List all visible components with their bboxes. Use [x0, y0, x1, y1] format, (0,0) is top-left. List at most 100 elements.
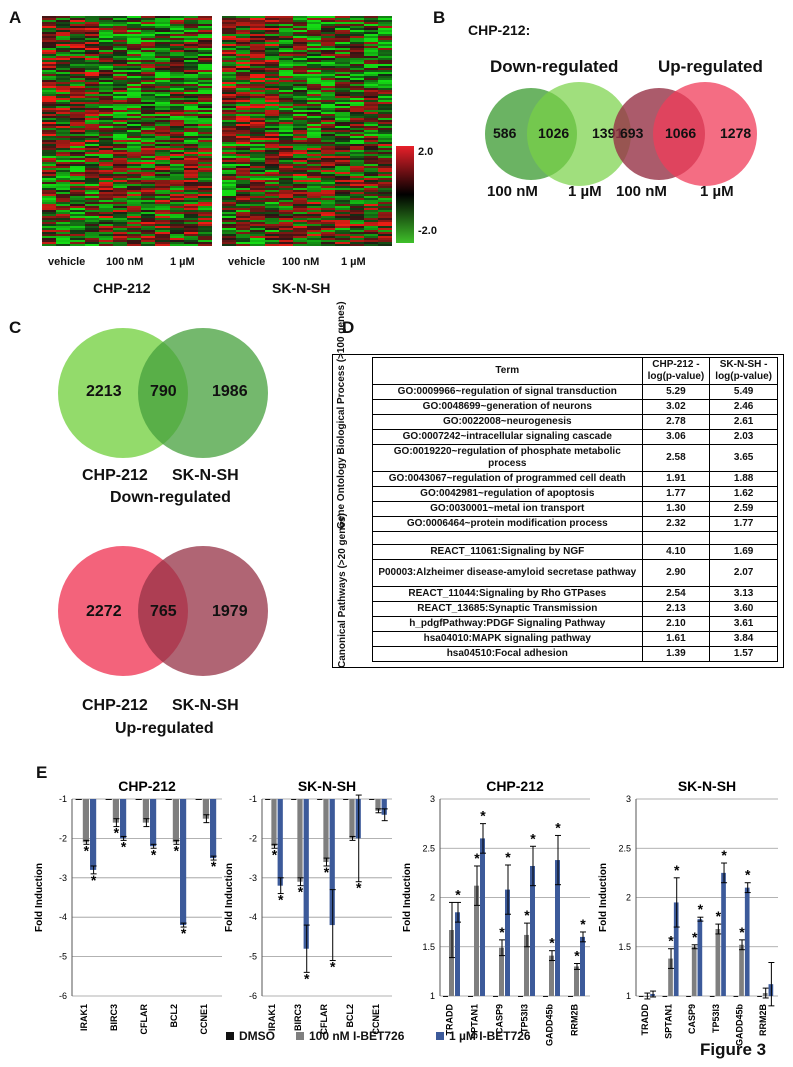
heatmap-cell	[197, 68, 212, 70]
heatmap-cell	[169, 64, 184, 66]
heatmap-cell	[377, 176, 392, 178]
heatmap-cell	[321, 220, 336, 222]
heatmap-cell	[84, 92, 99, 94]
heatmap-cell	[349, 190, 364, 192]
heatmap-cell	[183, 160, 198, 162]
heatmap-cell	[278, 34, 293, 36]
heatmap-row	[42, 110, 212, 112]
heatmap-cell	[250, 24, 265, 26]
heatmap-cell	[292, 102, 308, 104]
heatmap-cell	[84, 140, 99, 142]
heatmap-cell	[98, 152, 113, 154]
heatmap-cell	[349, 150, 364, 152]
heatmap-cell	[84, 90, 99, 92]
heatmap-cell	[349, 140, 364, 142]
heatmap-row	[222, 36, 392, 38]
heatmap-cell	[363, 218, 378, 220]
heatmap-cell	[112, 134, 128, 136]
heatmap-cell	[363, 74, 378, 76]
heatmap-cell	[335, 132, 350, 134]
heatmap-cell	[278, 242, 293, 244]
heatmap-cell	[222, 40, 237, 42]
heatmap-row	[222, 80, 392, 82]
bar	[697, 919, 703, 996]
heatmap-cell	[197, 78, 212, 80]
heatmap-cell	[127, 22, 142, 24]
heatmap-cell	[183, 106, 198, 108]
heatmap-cell	[236, 228, 251, 230]
heatmap-cell	[363, 192, 378, 194]
heatmap-cell	[349, 64, 364, 66]
heatmap-cell	[127, 178, 142, 180]
colorbar-max: 2.0	[418, 146, 434, 158]
heatmap-cell	[307, 26, 322, 28]
heatmap-cell	[155, 116, 170, 118]
x-tick-label: BCL2	[169, 1004, 179, 1028]
x-tick-label: CCNE1	[199, 1004, 209, 1035]
heatmap-cell	[307, 80, 322, 82]
heatmap-cell	[236, 132, 251, 134]
heatmap-cell	[84, 176, 99, 178]
heatmap-cell	[278, 214, 293, 216]
table-row: GO:0043067~regulation of programmed cell…	[372, 471, 778, 487]
heatmap-cell	[292, 92, 308, 94]
heatmap-cell	[335, 120, 350, 122]
heatmap-cell	[349, 192, 364, 194]
heatmap-cell	[84, 28, 99, 30]
heatmap-chp212	[42, 16, 212, 247]
heatmap-cell	[42, 188, 57, 190]
heatmap-cell	[292, 94, 308, 96]
heatmap-cell	[349, 82, 364, 84]
heatmap-cell	[56, 182, 71, 184]
heatmap-cell	[236, 50, 251, 52]
heatmap-cell	[155, 60, 170, 62]
heatmap-cell	[264, 30, 279, 32]
significance-star: *	[356, 880, 362, 896]
heatmap-cell	[349, 30, 364, 32]
heatmap-cell	[155, 20, 170, 22]
y-tick-label: -5	[249, 952, 257, 962]
heatmap-cell	[377, 200, 392, 202]
heatmap-cell	[42, 184, 57, 186]
heatmap-row	[222, 200, 392, 202]
heatmap-cell	[141, 16, 156, 18]
heatmap-cell	[321, 204, 336, 206]
heatmap-cell	[141, 136, 156, 138]
heatmap-cell	[292, 228, 308, 230]
heatmap-cell	[56, 114, 71, 116]
heatmap-cell	[307, 50, 322, 52]
heatmap-cell	[84, 170, 99, 172]
heatmap-cell	[349, 200, 364, 202]
heatmap-cell	[112, 16, 128, 18]
heatmap-cell	[335, 68, 350, 70]
heatmap-cell	[377, 104, 392, 106]
heatmap-cell	[292, 128, 308, 130]
heatmap-cell	[70, 214, 85, 216]
heatmap-cell	[321, 26, 336, 28]
heatmap-cell	[250, 140, 265, 142]
heatmap-cell	[236, 16, 251, 18]
heatmap-cell	[377, 230, 392, 232]
heatmap-cell	[127, 54, 142, 56]
heatmap-cell	[278, 142, 293, 144]
heatmap-cell	[349, 228, 364, 230]
heatmap-cell	[155, 166, 170, 168]
heatmap-cell	[377, 98, 392, 100]
heatmap-cell	[141, 160, 156, 162]
heatmap-row	[42, 86, 212, 88]
heatmap-cell	[141, 20, 156, 22]
heatmap-cell	[335, 94, 350, 96]
table-cell: P00003:Alzheimer disease-amyloid secreta…	[372, 559, 643, 587]
heatmap-cell	[363, 44, 378, 46]
heatmap-cell	[349, 110, 364, 112]
bar	[297, 799, 303, 882]
heatmap-cell	[56, 164, 71, 166]
heatmap-cell	[321, 104, 336, 106]
heatmap-cell	[307, 220, 322, 222]
heatmap-cell	[236, 56, 251, 58]
heatmap-cell	[292, 160, 308, 162]
heatmap-cell	[363, 126, 378, 128]
heatmap-cell	[292, 24, 308, 26]
heatmap-cell	[236, 114, 251, 116]
heatmap-cell	[197, 116, 212, 118]
